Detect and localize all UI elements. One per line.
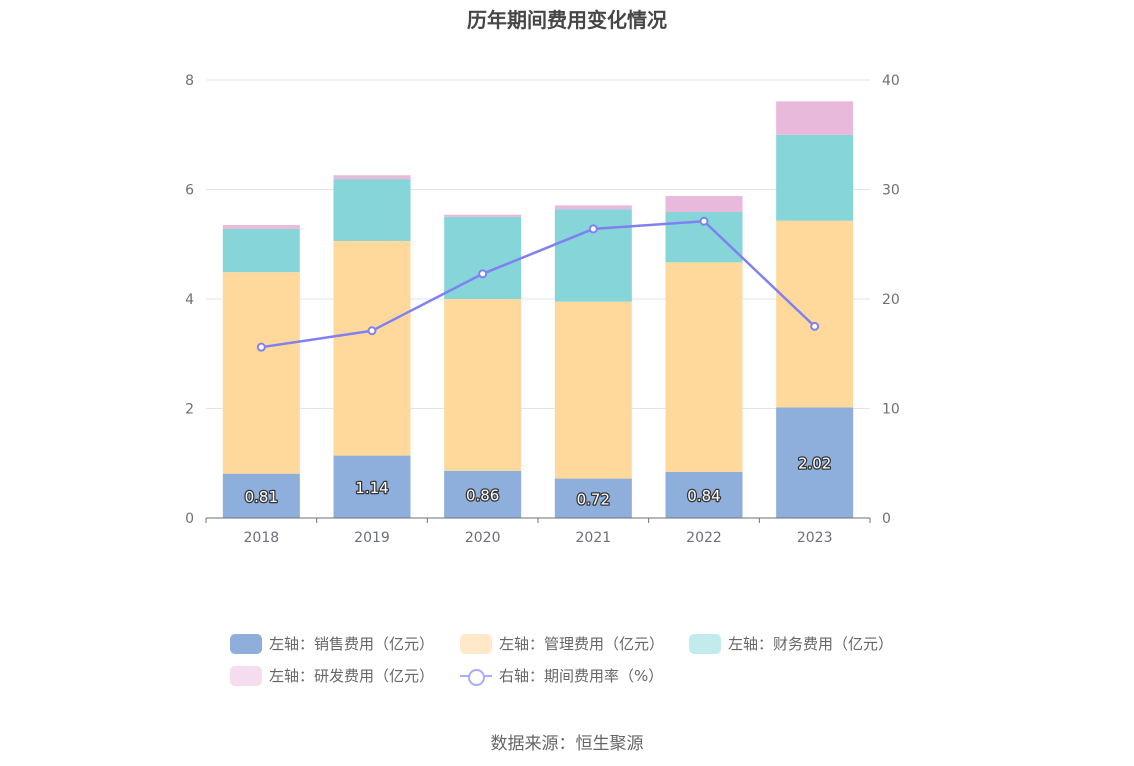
bar-rnd [444, 214, 522, 217]
legend-item-finance[interactable]: 左轴：财务费用（亿元） [689, 633, 893, 654]
rate-line [261, 219, 816, 349]
right-axis-tick-label: 40 [882, 73, 900, 89]
legend-label-admin: 左轴：管理费用（亿元） [499, 635, 665, 653]
x-axis-tick-label: 2019 [354, 530, 390, 546]
legend-swatch-sales [230, 633, 262, 654]
bar-admin [333, 240, 411, 456]
x-axis-tick-label: 2020 [465, 530, 501, 546]
left-axis-tick-label: 8 [185, 73, 194, 89]
right-axis-tick-label: 10 [882, 402, 900, 418]
left-axis-tick-label: 6 [185, 183, 194, 199]
bar-rnd [222, 225, 300, 229]
bar-admin [665, 262, 743, 473]
rate-point [699, 216, 709, 226]
legend-item-admin[interactable]: 左轴：管理费用（亿元） [460, 633, 664, 654]
right-axis-tick-label: 20 [882, 292, 900, 308]
legend-label-rnd: 左轴：研发费用（亿元） [269, 667, 435, 685]
left-axis-tick-label: 4 [185, 292, 194, 308]
bar-finance [333, 179, 411, 241]
bar-sales [776, 407, 854, 518]
right-axis-tick-label: 30 [882, 183, 900, 199]
left-axis-tick-label: 0 [185, 511, 194, 527]
bar-admin [776, 220, 854, 408]
x-axis-tick-label: 2022 [686, 530, 722, 546]
legend-item-rnd[interactable]: 左轴：研发费用（亿元） [230, 665, 434, 686]
bar-rnd [554, 205, 632, 210]
legend-item-sales[interactable]: 左轴：销售费用（亿元） [230, 633, 434, 654]
bar-data-label: 0.86 [466, 486, 499, 504]
source-note: 数据来源：恒生聚源 [490, 734, 644, 754]
bar-data-label: 0.72 [577, 490, 610, 508]
bar-rnd [776, 101, 854, 135]
legend-swatch-finance [689, 633, 721, 654]
bar-admin [554, 301, 632, 479]
bar-data-label: 0.81 [245, 488, 278, 506]
left-axis-tick-label: 2 [185, 402, 194, 418]
bar-finance [444, 216, 522, 299]
legend-swatch-rate-icon [460, 666, 492, 686]
bar-data-label: 0.84 [687, 487, 720, 505]
bar-admin [444, 299, 522, 471]
legend-label-rate: 右轴：期间费用率（%） [499, 667, 664, 685]
right-axis-tick-label: 0 [882, 511, 891, 527]
bar-finance [222, 228, 300, 273]
legend-label-finance: 左轴：财务费用（亿元） [728, 635, 894, 653]
legend-label-sales: 左轴：销售费用（亿元） [269, 635, 435, 653]
bar-rnd [665, 196, 743, 212]
legend-swatch-rnd [230, 665, 262, 686]
rate-point [256, 342, 266, 352]
bar-sales [665, 472, 743, 518]
bar-data-label: 2.02 [798, 455, 831, 473]
chart-title: 历年期间费用变化情况 [467, 8, 667, 32]
x-axis-tick-label: 2023 [797, 530, 833, 546]
rate-point [367, 326, 377, 336]
bar-data-label: 1.14 [355, 479, 388, 497]
rate-point [478, 269, 488, 279]
x-axis-tick-label: 2018 [244, 530, 280, 546]
bar-finance [776, 134, 854, 221]
bar-sales [333, 455, 411, 518]
legend-swatch-admin [460, 633, 492, 654]
bar-rnd [333, 175, 411, 180]
bar-finance [554, 209, 632, 302]
bar-sales [222, 473, 300, 518]
rate-point [588, 224, 598, 234]
x-axis-tick-label: 2021 [576, 530, 612, 546]
legend-item-rate[interactable]: 右轴：期间费用率（%） [460, 665, 663, 686]
bar-sales [444, 470, 522, 518]
bar-sales [554, 478, 632, 518]
rate-point [810, 321, 820, 331]
bar-admin [222, 272, 300, 474]
